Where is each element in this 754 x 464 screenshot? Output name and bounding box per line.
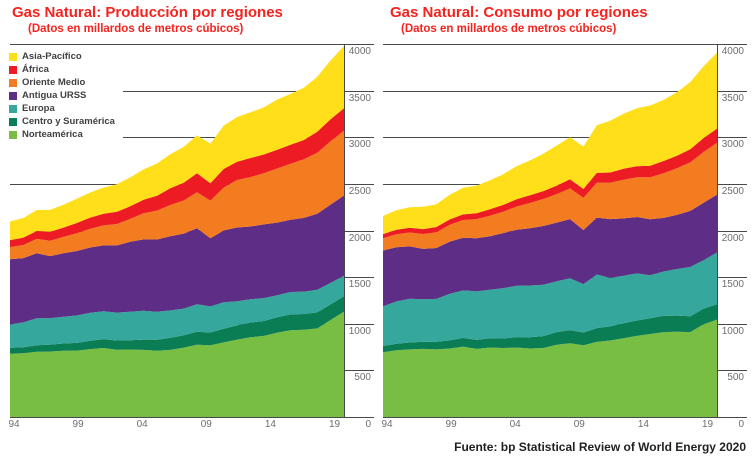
area-europa: [10, 275, 344, 348]
plot-area-consumo: [383, 44, 717, 417]
y-tick-label: 500: [354, 372, 371, 384]
y-tick-label: 3500: [721, 92, 744, 104]
y-tick-label: 2500: [348, 185, 371, 197]
legend-item: Norteamérica: [9, 128, 115, 141]
y-tick-label: 0: [365, 419, 371, 430]
area-oriente-medio: [10, 130, 344, 260]
x-tick-label: 09: [200, 419, 212, 430]
x-tick-label: 04: [509, 419, 521, 430]
y-tick-label: 3000: [348, 139, 371, 151]
area-antigua-urss: [10, 195, 344, 325]
chart-title-consumo: Gas Natural: Consumo por regiones: [390, 4, 648, 21]
chart-title-produccion: Gas Natural: Producción por regiones: [12, 4, 283, 21]
y-tick-label: 2000: [721, 232, 744, 244]
area-europa: [383, 252, 717, 346]
chart-subtitle-produccion: (Datos en millardos de metros cúbicos): [28, 23, 244, 35]
plot-area-produccion: [10, 44, 344, 417]
chart-produccion: Gas Natural: Producción por regiones (Da…: [6, 4, 374, 430]
gridline: [10, 417, 374, 418]
area-asia-pacifico: [10, 45, 344, 241]
y-tick-label: 3500: [348, 92, 371, 104]
legend-label: África: [22, 63, 49, 75]
gridline: [383, 137, 747, 139]
chart-subtitle-consumo: (Datos en millardos de metros cúbicos): [401, 23, 617, 35]
x-tick-label: 99: [445, 419, 457, 430]
x-tick-label: 99: [72, 419, 84, 430]
gridline: [383, 90, 747, 92]
y-tick-label: 0: [738, 419, 744, 430]
chart-consumo: Gas Natural: Consumo por regiones (Datos…: [373, 0, 754, 464]
x-tick-label: 14: [264, 419, 276, 430]
y-tick-label: 1500: [721, 279, 744, 291]
x-tick-label: 19: [701, 419, 714, 430]
y-tick-label: 1500: [348, 279, 371, 291]
legend-label: Oriente Medio: [22, 76, 86, 88]
x-tick-label: 94: [8, 419, 20, 430]
legend-swatch: [9, 104, 17, 113]
legend-label: Norteamérica: [22, 128, 83, 140]
legend-item: Centro y Suramérica: [9, 115, 115, 128]
area-norteamerica: [383, 319, 717, 417]
legend-item: Asia-Pacífico: [9, 50, 115, 63]
stacked-area-svg-produccion: [10, 45, 344, 417]
legend-swatch: [9, 78, 17, 87]
legend-swatch: [9, 91, 17, 100]
gridline: [10, 137, 374, 139]
area-asia-pacifico: [383, 52, 717, 235]
area-antigua-urss: [383, 194, 717, 307]
y-tick-label: 2500: [721, 185, 744, 197]
x-tick-label: 19: [328, 419, 341, 430]
area-centro-suramerica: [383, 304, 717, 353]
y-tick-label: 3000: [721, 139, 744, 151]
stacked-area-svg-consumo: [383, 52, 717, 417]
y-tick-label: 1000: [721, 325, 744, 337]
area-oriente-medio: [383, 142, 717, 251]
legend-item: Europa: [9, 102, 115, 115]
y-tick-label: 4000: [348, 46, 371, 57]
gridline: [10, 44, 374, 45]
x-tick-label: 14: [637, 419, 649, 430]
legend-label: Asia-Pacífico: [22, 50, 82, 62]
x-tick-label: 04: [136, 419, 148, 430]
y-axis-line: [344, 44, 345, 418]
legend: Asia-Pacífico África Oriente Medio Antigua …: [6, 46, 123, 146]
x-tick-label: 09: [573, 419, 585, 430]
gridline: [383, 44, 747, 45]
legend-label: Antigua URSS: [22, 89, 87, 101]
area-centro-suramerica: [10, 296, 344, 354]
legend-swatch: [9, 130, 17, 139]
legend-label: Centro y Suramérica: [22, 115, 115, 127]
area-norteamerica: [10, 311, 344, 417]
legend-swatch: [9, 52, 17, 61]
area-africa: [10, 108, 344, 248]
legend-label: Europa: [22, 102, 55, 114]
source-note: Fuente: bp Statistical Review of World E…: [454, 440, 746, 454]
legend-item: Oriente Medio: [9, 76, 115, 89]
legend-swatch: [9, 117, 17, 126]
legend-item: Antigua URSS: [9, 89, 115, 102]
legend-swatch: [9, 65, 17, 74]
y-axis-line: [717, 44, 718, 418]
y-tick-label: 1000: [348, 325, 371, 337]
y-tick-label: 4000: [721, 46, 744, 57]
x-tick-label: 94: [381, 419, 393, 430]
gridline: [383, 417, 747, 418]
legend-item: África: [9, 63, 115, 76]
gridline: [10, 90, 374, 92]
y-tick-label: 500: [727, 372, 744, 384]
y-tick-label: 2000: [348, 232, 371, 244]
